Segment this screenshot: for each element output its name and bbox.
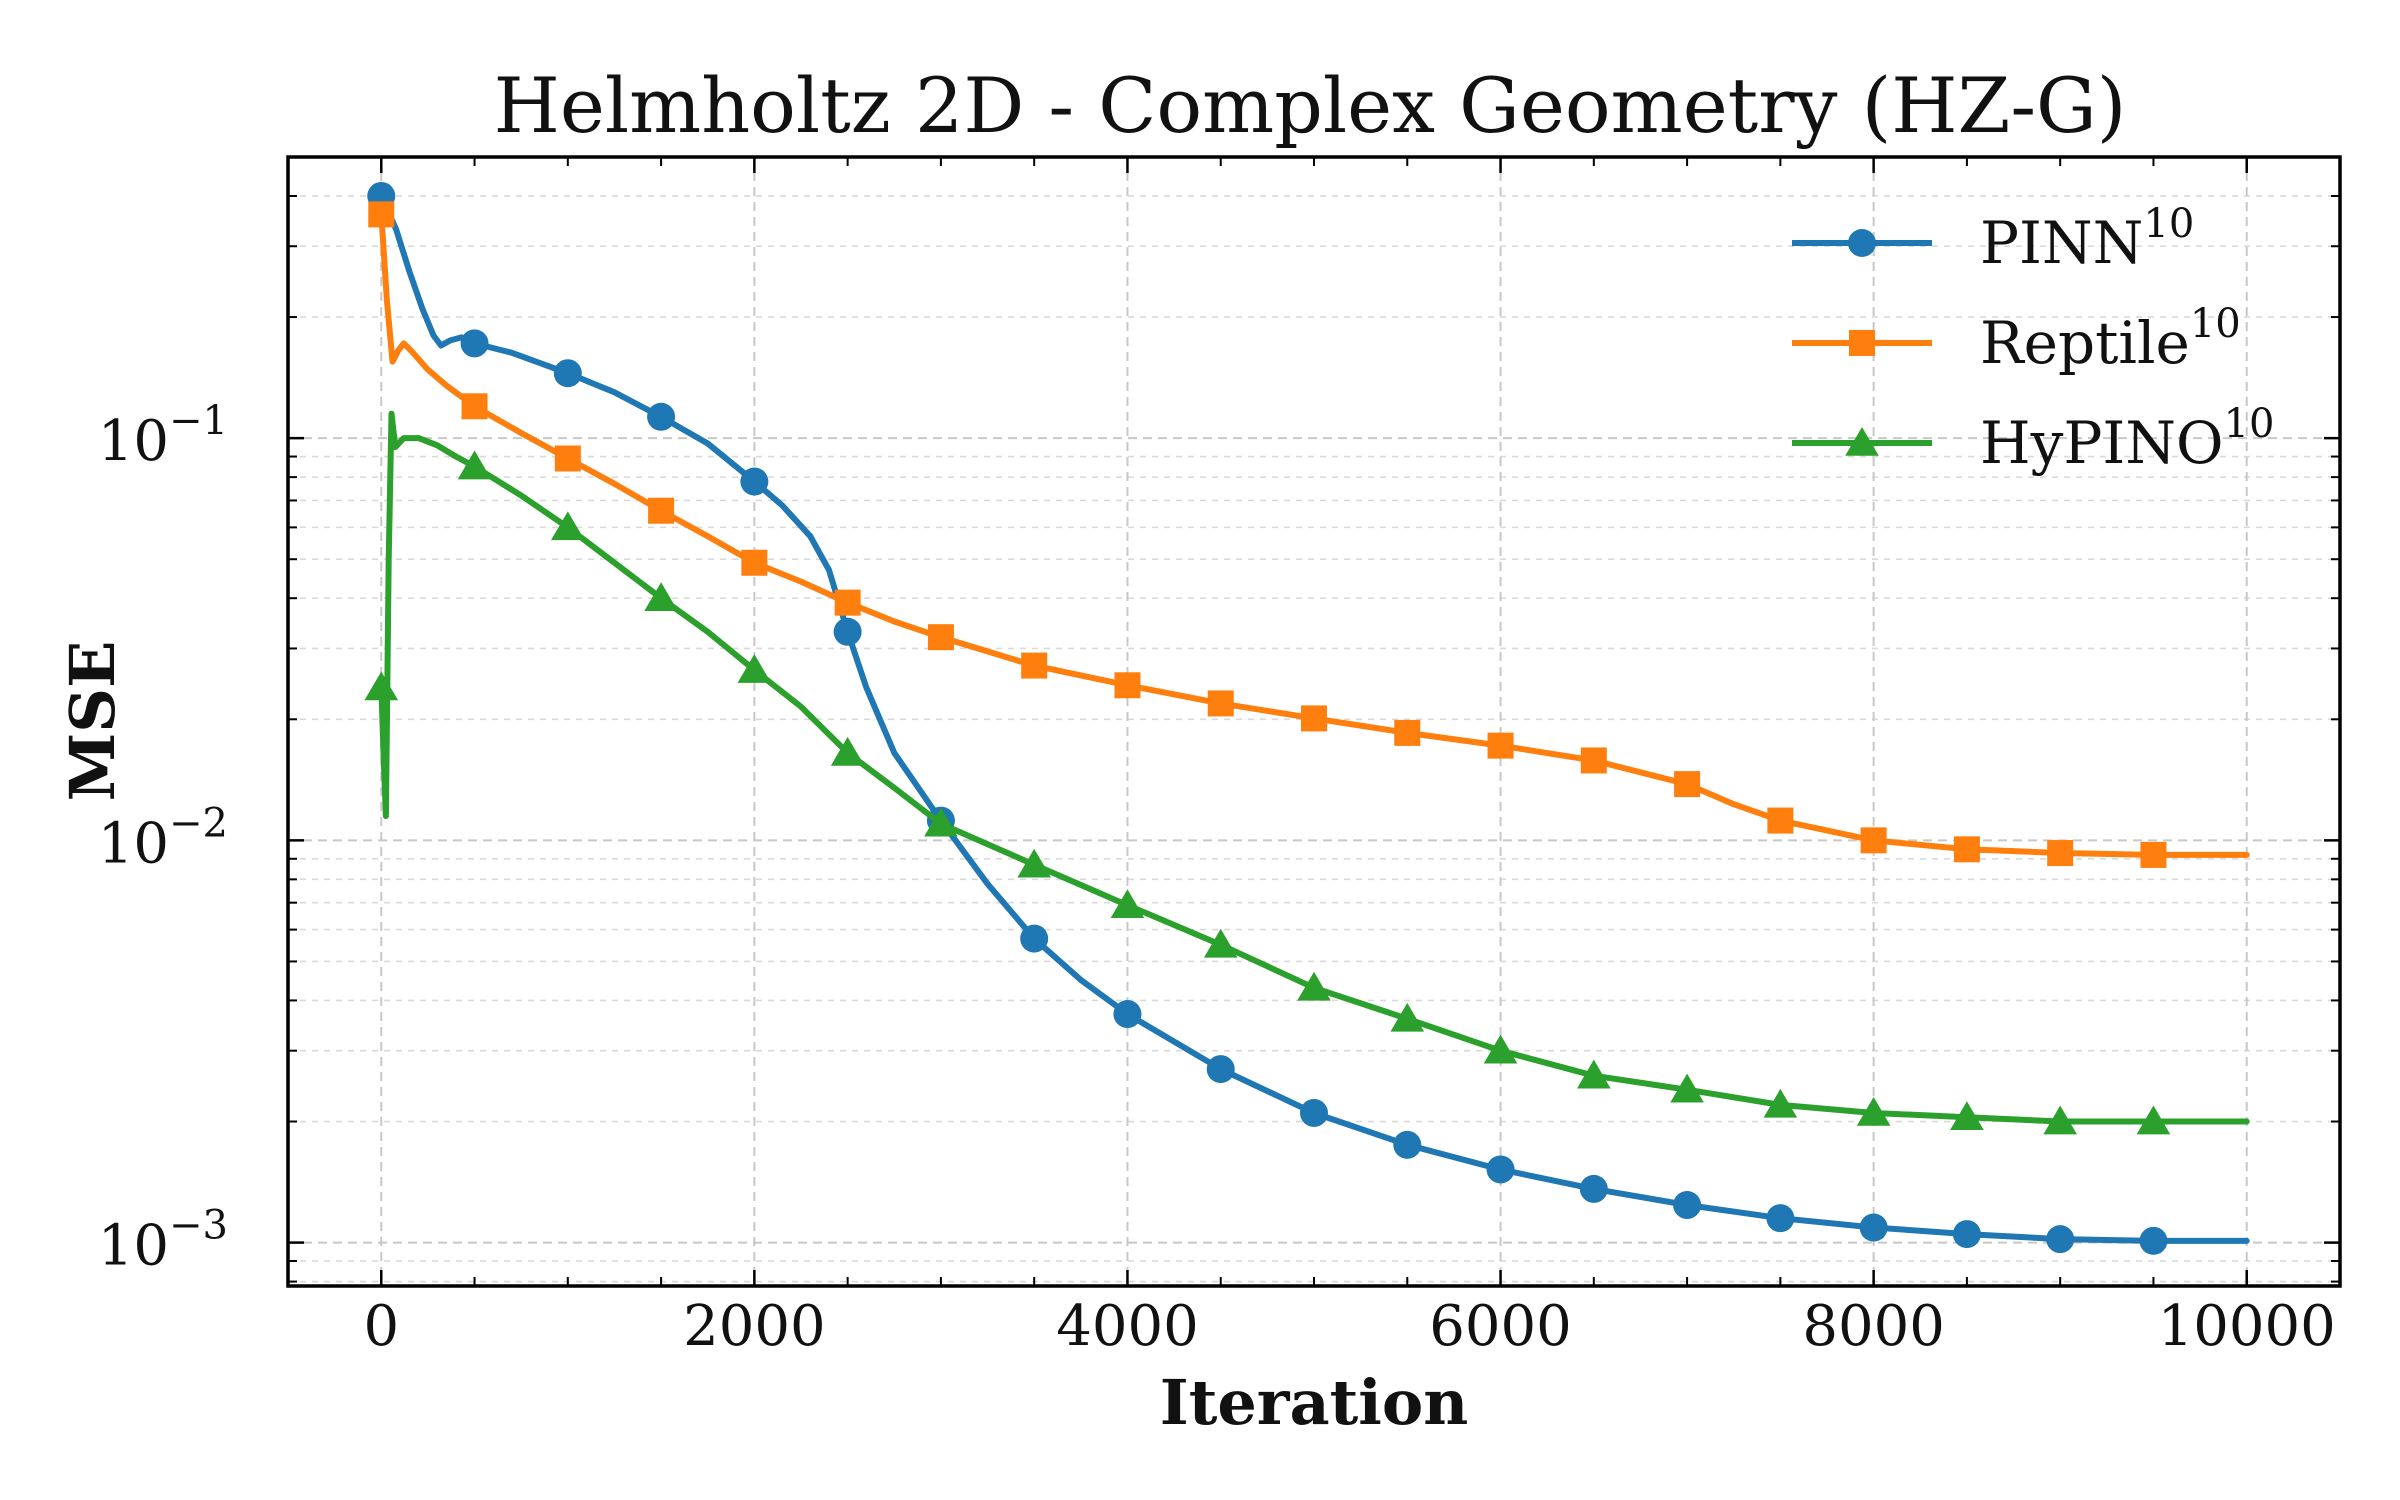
legend-item-hypino: HyPINO10 [1792,401,2275,477]
data-point [834,589,861,616]
y-tick-label: 10−2 [98,800,228,876]
data-point [1856,1096,1891,1126]
data-point [648,497,675,524]
data-point [1766,1204,1795,1233]
data-point [741,549,768,576]
data-point [1952,1220,1981,1249]
data-point [2046,1225,2075,1254]
data-point [927,624,954,651]
series-layer [364,181,2250,1255]
data-point [830,736,865,766]
data-point [924,807,958,837]
data-point [2043,1105,2077,1135]
data-point [2136,1105,2171,1135]
data-point [1113,1000,1142,1029]
legend-marker [1848,229,1876,257]
x-axis-label: Iteration [1160,1366,1469,1439]
data-point [368,201,395,228]
data-point [1577,1059,1611,1089]
data-point [1580,747,1607,774]
data-point [644,582,678,612]
series-line [378,211,2250,858]
data-point [1860,827,1887,854]
legend-label: Reptile10 [1980,301,2241,377]
series-line [378,410,2250,1125]
data-point [2139,1226,2168,1255]
x-tick-label: 4000 [1056,1294,1199,1359]
legend-marker [1849,330,1875,356]
data-point [1206,1055,1235,1084]
series-line [378,193,2250,1244]
data-point [460,329,489,358]
data-point [461,393,488,420]
data-point [2047,840,2074,867]
x-tick-label: 8000 [1802,1294,1945,1359]
legend-marker [1845,427,1879,456]
y-tick-label: 10−1 [98,398,228,474]
series-hypino [364,410,2250,1135]
series-reptile [368,201,2250,868]
data-point [1021,652,1048,679]
data-point [1486,1155,1515,1184]
data-point [1767,807,1794,834]
y-axis-label: MSE [56,641,129,802]
x-tick-label: 0 [363,1294,399,1359]
data-point [1110,889,1145,918]
data-point [1203,928,1238,958]
x-tick-label: 10000 [2158,1294,2336,1359]
data-point [1017,848,1051,878]
data-point [554,445,581,472]
data-point [1393,1130,1422,1159]
data-point [1394,719,1421,746]
data-point [1859,1213,1888,1242]
data-point [551,511,585,541]
data-point [1020,924,1049,953]
data-point [553,359,582,388]
data-point [1297,971,1331,1001]
data-point [1390,1002,1425,1032]
series-pinn [367,181,2250,1255]
legend-item-pinn: PINN10 [1792,201,2194,277]
data-point [1483,1034,1518,1064]
data-point [2140,841,2167,868]
data-point [1950,1101,1984,1131]
data-point [833,617,862,646]
y-tick-label: 10−3 [98,1203,228,1279]
data-point [1670,1073,1704,1103]
data-point [1763,1088,1798,1118]
x-tick-label: 2000 [683,1294,826,1359]
data-point [647,402,676,431]
data-point [1487,732,1514,759]
chart-title: Helmholtz 2D - Complex Geometry (HZ-G) [494,61,2127,150]
data-point [740,467,769,496]
data-point [737,654,772,683]
data-point [1114,672,1141,699]
data-point [1207,690,1234,717]
data-point [1673,1191,1702,1220]
data-point [1674,771,1701,798]
legend-label: HyPINO10 [1980,401,2275,477]
x-tick-label: 6000 [1429,1294,1572,1359]
data-point [1300,1098,1328,1127]
data-point [1301,705,1327,732]
legend: PINN10 Reptile10 HyPINO10 [1792,201,2275,477]
data-point [1579,1174,1608,1203]
data-point [1953,836,1980,863]
legend-item-reptile: Reptile10 [1792,301,2241,377]
data-point [457,450,492,480]
ticks: 0 2000 4000 6000 8000 10000 10−3 10−2 10−1 [98,157,2340,1359]
legend-label: PINN10 [1980,201,2194,277]
data-point [364,671,399,701]
